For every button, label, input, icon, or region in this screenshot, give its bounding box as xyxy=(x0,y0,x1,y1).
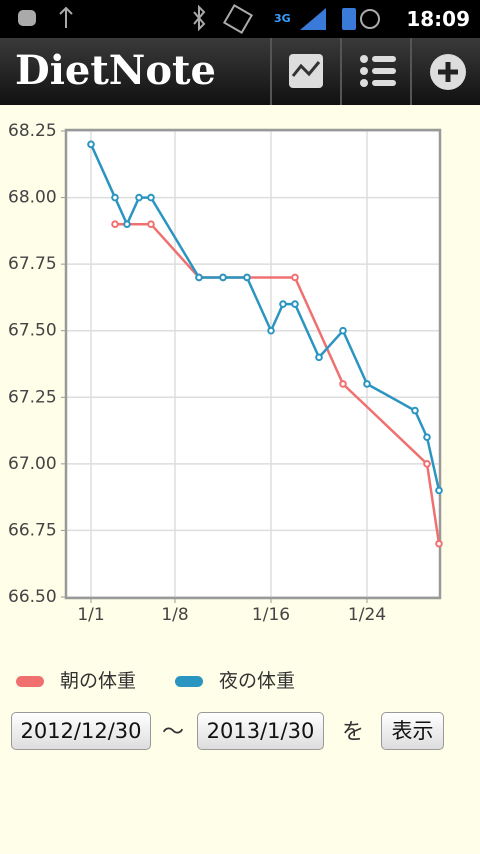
data-point xyxy=(111,220,119,228)
from-date[interactable]: 2012/12/30 xyxy=(11,712,151,750)
list-button[interactable] xyxy=(340,38,410,105)
legend-swatch xyxy=(16,676,44,687)
legend-item: 夜の体重 xyxy=(175,666,295,693)
bluetooth-icon xyxy=(193,4,206,32)
particle: を xyxy=(342,720,365,745)
show-button[interactable]: 表示 xyxy=(381,712,444,750)
data-point xyxy=(267,326,275,335)
data-point xyxy=(279,300,287,308)
data-point xyxy=(291,273,299,282)
legend-label: 朝の体重 xyxy=(60,670,137,692)
data-point xyxy=(315,353,323,362)
battery-icon xyxy=(342,8,356,30)
chart: 66.50 66.75 67.00 67.25 67.50 67.75 68.00 68.25… xyxy=(8,121,443,625)
data-point xyxy=(87,140,95,149)
plot-area xyxy=(67,131,439,597)
list-icon xyxy=(360,55,396,87)
plot-frame xyxy=(64,128,442,600)
data-point xyxy=(147,193,155,202)
legend-item: 朝の体重 xyxy=(16,666,136,693)
data-point xyxy=(423,460,431,468)
data-point xyxy=(135,193,143,202)
x-tick-label: 1/1 xyxy=(77,605,104,625)
data-point xyxy=(195,273,203,282)
data-point xyxy=(147,220,155,228)
android-icon xyxy=(18,10,36,26)
data-point xyxy=(423,433,431,442)
data-point xyxy=(339,380,347,388)
x-tick-label: 1/24 xyxy=(348,605,386,625)
usb-icon xyxy=(59,6,73,28)
data-point xyxy=(363,380,371,388)
app-title: DietNote xyxy=(15,47,216,94)
y-tick-label: 68.00 xyxy=(8,188,57,208)
graph-icon xyxy=(289,54,323,88)
range-separator: 〜 xyxy=(162,720,185,745)
data-point xyxy=(243,273,251,282)
add-icon xyxy=(430,54,466,90)
y-tick-label: 67.00 xyxy=(8,454,57,474)
y-tick-label: 67.50 xyxy=(8,321,57,341)
y-tick-label: 68.25 xyxy=(8,121,57,141)
x-tick-label: 1/16 xyxy=(252,605,290,625)
data-point xyxy=(123,220,131,228)
rotate-icon xyxy=(222,3,254,35)
data-point xyxy=(291,300,299,308)
legend-swatch xyxy=(175,676,203,687)
add-button[interactable] xyxy=(410,38,480,105)
signal-icon xyxy=(300,8,326,30)
data-point xyxy=(111,193,119,202)
graph-button[interactable] xyxy=(270,38,340,105)
x-tick-label: 1/8 xyxy=(161,605,188,625)
to-date[interactable]: 2013/1/30 xyxy=(197,712,324,750)
3g-icon: 3G xyxy=(274,12,291,25)
y-tick-label: 66.75 xyxy=(8,520,57,540)
y-tick-label: 67.75 xyxy=(8,254,57,274)
status-bar: 3G 18:09 xyxy=(0,0,480,38)
action-bar: DietNote xyxy=(0,38,480,105)
legend-label: 夜の体重 xyxy=(219,670,296,692)
data-point xyxy=(339,326,347,335)
y-tick-label: 66.50 xyxy=(8,587,57,607)
data-point xyxy=(435,539,443,548)
data-point xyxy=(219,273,227,282)
data-point xyxy=(411,406,419,415)
y-tick-label: 67.25 xyxy=(8,387,57,407)
data-point xyxy=(435,486,443,495)
status-icons: 3G xyxy=(18,3,380,35)
alarm-icon xyxy=(360,9,380,29)
clock: 18:09 xyxy=(406,7,470,31)
